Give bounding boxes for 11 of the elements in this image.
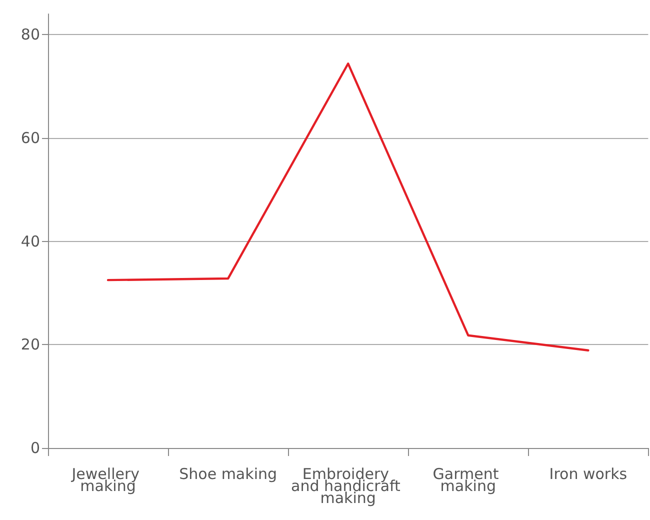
x-tick-label: Embroidery and handicraft making — [291, 465, 406, 507]
x-tick-label: Iron works — [549, 465, 628, 483]
x-tick-label: Garment making — [432, 465, 504, 495]
y-tick-label: 40 — [20, 232, 40, 250]
x-tick-label: Jewellery making — [70, 465, 144, 495]
y-tick-label: 20 — [20, 336, 40, 354]
y-tick-label: 80 — [20, 26, 40, 44]
x-tick-label: Shoe making — [179, 465, 278, 483]
y-tick-label: 0 — [30, 439, 40, 457]
y-tick-label: 60 — [20, 129, 40, 147]
line-series — [106, 62, 590, 352]
